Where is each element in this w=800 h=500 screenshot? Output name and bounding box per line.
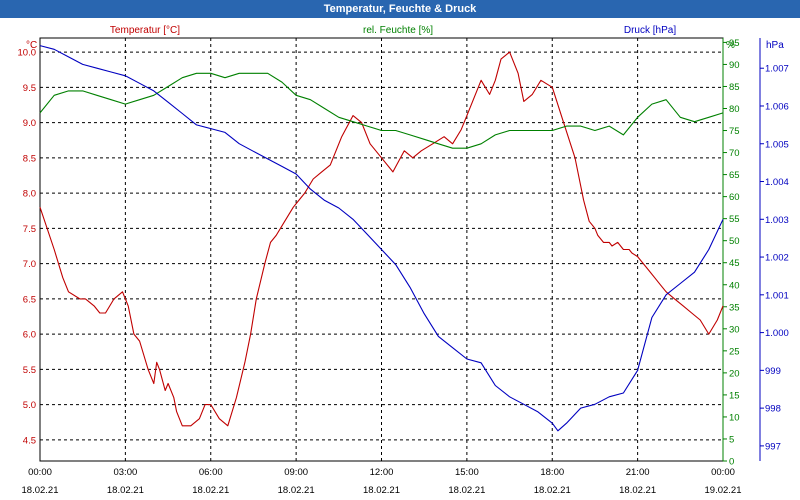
x-tick-date: 18.02.21 [363, 485, 400, 496]
x-tick-time: 15:00 [455, 467, 479, 478]
x-tick-date: 18.02.21 [22, 485, 59, 496]
humidity-axis-tick: 25 [729, 346, 740, 357]
humidity-axis-tick: 10 [729, 412, 740, 423]
x-tick-time: 18:00 [540, 467, 564, 478]
legend-entry: Temperatur [°C] [110, 25, 180, 36]
pressure-axis-tick: 1.005 [765, 139, 789, 150]
series-line-pressure [39, 45, 724, 432]
x-tick-date: 18.02.21 [192, 485, 229, 496]
pressure-axis-tick: 1.000 [765, 328, 789, 339]
x-tick-date: 18.02.21 [448, 485, 485, 496]
temperature-axis-tick: 5.5 [23, 365, 36, 376]
temperature-axis-tick: 9.0 [23, 118, 36, 129]
humidity-axis-tick: 65 [729, 170, 740, 181]
temperature-axis-tick: 6.5 [23, 294, 36, 305]
humidity-axis-tick: 50 [729, 236, 740, 247]
legend-entry: Druck [hPa] [624, 25, 676, 36]
x-tick-time: 21:00 [626, 467, 650, 478]
humidity-axis-tick: 70 [729, 148, 740, 159]
humidity-axis-tick: 80 [729, 104, 740, 115]
series-line-humidity [39, 72, 724, 149]
temperature-axis-tick: 7.0 [23, 259, 36, 270]
humidity-axis-tick: 60 [729, 192, 740, 203]
temperature-axis-tick: 10.0 [18, 48, 37, 59]
humidity-axis-tick: 75 [729, 126, 740, 137]
temperature-axis-tick: 7.5 [23, 224, 36, 235]
pressure-axis-tick: 999 [765, 366, 781, 377]
humidity-axis-tick: 40 [729, 280, 740, 291]
x-tick-time: 06:00 [199, 467, 223, 478]
x-tick-date: 18.02.21 [619, 485, 656, 496]
temperature-axis-tick: 9.5 [23, 83, 36, 94]
legend-entry: rel. Feuchte [%] [363, 25, 433, 36]
humidity-unit-label: % [726, 40, 735, 51]
pressure-axis-tick: 1.006 [765, 101, 789, 112]
x-tick-time: 09:00 [284, 467, 308, 478]
x-tick-time: 03:00 [113, 467, 137, 478]
temperature-axis-tick: 5.0 [23, 400, 36, 411]
pressure-axis-tick: 998 [765, 404, 781, 415]
x-tick-time: 12:00 [370, 467, 394, 478]
pressure-unit-label: hPa [766, 40, 784, 51]
pressure-axis-tick: 997 [765, 441, 781, 452]
pressure-axis-tick: 1.002 [765, 253, 789, 264]
temperature-unit-label: °C [26, 40, 37, 51]
temperature-axis-tick: 4.5 [23, 435, 36, 446]
humidity-axis-tick: 35 [729, 302, 740, 313]
temperature-axis-tick: 8.5 [23, 153, 36, 164]
humidity-axis-tick: 5 [729, 434, 734, 445]
window-title: Temperatur, Feuchte & Druck [0, 0, 800, 18]
humidity-axis-tick: 0 [729, 457, 734, 468]
series-line-temperature [39, 51, 724, 427]
temperature-axis-tick: 8.0 [23, 189, 36, 200]
pressure-axis-tick: 1.004 [765, 177, 789, 188]
humidity-axis-tick: 85 [729, 82, 740, 93]
humidity-axis-tick: 20 [729, 368, 740, 379]
pressure-axis-tick: 1.001 [765, 290, 789, 301]
pressure-axis-tick: 1.007 [765, 64, 789, 75]
temperature-axis-tick: 6.0 [23, 330, 36, 341]
pressure-axis-tick: 1.003 [765, 215, 789, 226]
humidity-axis-tick: 55 [729, 214, 740, 225]
x-tick-time: 00:00 [711, 467, 735, 478]
humidity-axis-tick: 15 [729, 390, 740, 401]
humidity-axis-tick: 90 [729, 60, 740, 71]
humidity-axis-tick: 45 [729, 258, 740, 269]
x-tick-time: 00:00 [28, 467, 52, 478]
x-tick-date: 18.02.21 [278, 485, 315, 496]
humidity-axis-tick: 95 [729, 38, 740, 49]
x-tick-date: 19.02.21 [705, 485, 742, 496]
humidity-axis-tick: 30 [729, 324, 740, 335]
x-tick-date: 18.02.21 [107, 485, 144, 496]
x-tick-date: 18.02.21 [534, 485, 571, 496]
